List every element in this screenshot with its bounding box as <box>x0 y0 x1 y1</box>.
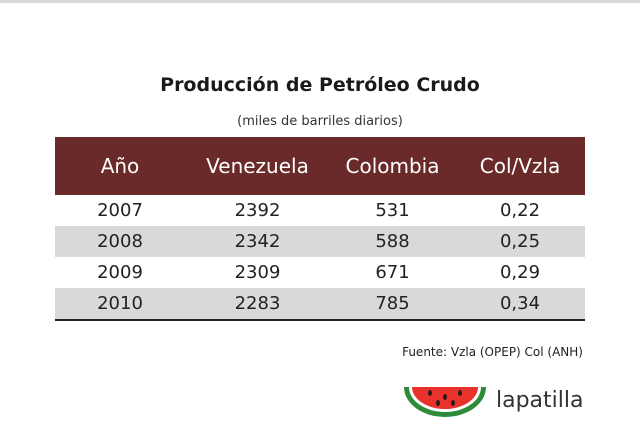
watermelon-slice-icon <box>404 386 486 417</box>
cell-venezuela: 2392 <box>234 200 281 221</box>
table-row: 2009 2309 671 0,29 <box>55 257 585 288</box>
header-colombia: Colombia <box>345 154 440 178</box>
table-row: 2007 2392 531 0,22 <box>55 195 585 226</box>
cell-colombia: 671 <box>375 262 410 283</box>
cell-ratio: 0,22 <box>499 200 541 221</box>
cell-colombia: 588 <box>375 231 410 252</box>
table-bottom-rule <box>55 319 585 321</box>
cell-colombia: 531 <box>375 200 410 221</box>
chart-title: Producción de Petróleo Crudo <box>160 74 480 96</box>
logo-text: lapatilla <box>496 388 584 413</box>
source-note: Fuente: Vzla (OPEP) Col (ANH) <box>402 345 583 359</box>
table-header: Año Venezuela Colombia Col/Vzla <box>55 137 585 195</box>
header-year: Año <box>100 154 140 178</box>
cell-year: 2007 <box>97 200 143 221</box>
table-row: 2010 2283 785 0,34 <box>55 288 585 319</box>
cell-ratio: 0,34 <box>499 293 541 314</box>
header-venezuela: Venezuela <box>206 154 309 178</box>
top-rule <box>0 0 640 3</box>
cell-year: 2008 <box>97 231 143 252</box>
chart-subtitle: (miles de barriles diarios) <box>237 114 403 129</box>
cell-venezuela: 2342 <box>234 231 281 252</box>
cell-colombia: 785 <box>375 293 410 314</box>
lapatilla-logo: lapatilla <box>400 378 590 423</box>
cell-ratio: 0,29 <box>499 262 541 283</box>
cell-venezuela: 2309 <box>234 262 281 283</box>
header-ratio: Col/Vzla <box>479 154 561 178</box>
cell-year: 2009 <box>97 262 143 283</box>
data-table: Año Venezuela Colombia Col/Vzla 2007 239… <box>55 137 585 321</box>
cell-venezuela: 2283 <box>234 293 281 314</box>
cell-ratio: 0,25 <box>499 231 541 252</box>
cell-year: 2010 <box>97 293 143 314</box>
table-row: 2008 2342 588 0,25 <box>55 226 585 257</box>
